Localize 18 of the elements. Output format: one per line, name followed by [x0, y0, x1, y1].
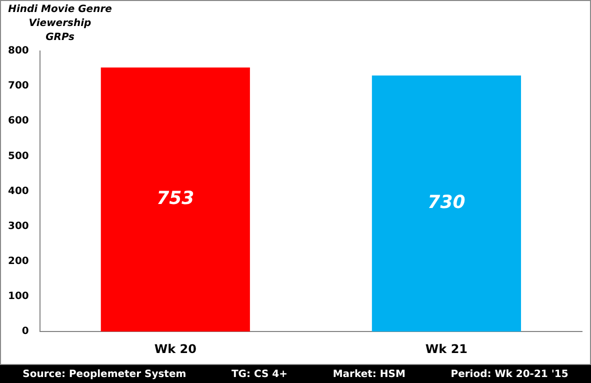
y-tick-label: 0	[22, 326, 29, 338]
source-note: Source: Peoplemeter System	[22, 368, 186, 380]
data-label: 730	[428, 192, 466, 214]
data-label: 753	[156, 188, 194, 210]
text: Market: HSM	[332, 368, 406, 380]
y-tick-label: 400	[8, 186, 29, 197]
text: Period: Wk 20-21 '15	[450, 368, 568, 380]
y-tick-label: 300	[8, 220, 29, 232]
y-tick-label: 200	[8, 256, 29, 268]
text: TG: CS 4+	[231, 368, 288, 380]
x-tick-label: Wk 20	[154, 342, 196, 356]
y-tick-label: 800	[8, 46, 29, 57]
chart-title: Hindi Movie Genre Viewership GRPs	[7, 3, 113, 45]
y-tick-label: 100	[8, 291, 29, 302]
y-tick-label: 700	[8, 80, 29, 92]
x-tick-label: Wk 21	[425, 342, 468, 356]
y-tick-label: 600	[8, 116, 29, 127]
y-tick-label: 500	[8, 150, 29, 162]
